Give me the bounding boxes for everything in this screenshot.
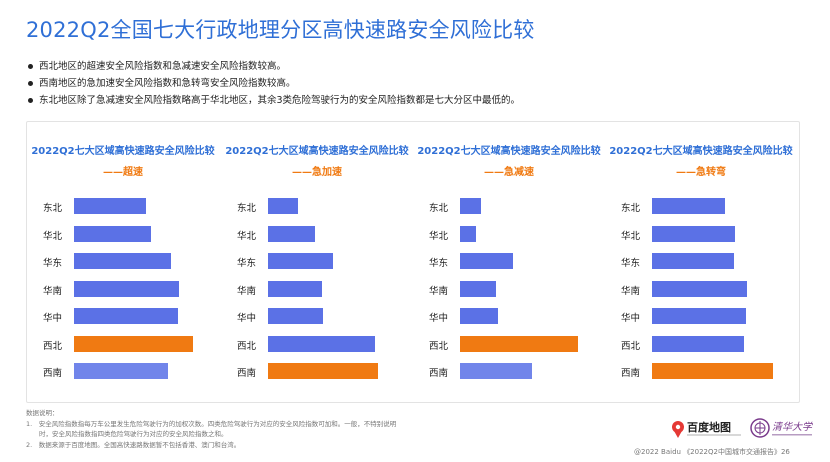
bullet-list: 西北地区的超速安全风险指数和急减速安全风险指数较高。 西南地区的急加速安全风险指… [28,58,520,109]
category-label-south: 华南 [620,285,640,297]
category-label-southwest: 西南 [620,368,640,379]
category-label-northeast: 东北 [236,203,256,214]
bar-southwest [268,363,379,379]
logo-area: 百度地图 清华大学 [670,416,822,442]
tsinghua-name: 清华大学 [772,421,813,433]
chart-subtitle: ——急减速 [484,167,534,178]
bar-south [460,280,497,297]
chart-subtitle: ——超速 [103,167,143,178]
bar-central [268,308,324,324]
chart-sharp-turn: 2022Q2七大区域高快速路安全风险比较 ——急转弯 东北华北华东华南华中西北西… [606,126,796,396]
bar-central [74,308,178,324]
bar-north [460,225,476,242]
bar-north [268,225,316,242]
bar-south [268,280,323,297]
category-label-central: 华中 [620,313,640,324]
category-label-north: 华北 [236,230,256,242]
category-label-central: 华中 [236,313,256,324]
notes-line: 1. 安全风险指数指每万车公里发生危险驾驶行为的加权次数。四类危险驾驶行为对应的… [26,419,397,428]
bar-central [652,308,746,324]
bar-northwest [74,335,194,352]
chart-speeding: 2022Q2七大区域高快速路安全风险比较 ——超速 东北华北华东华南华中西北西南 [28,126,218,396]
bar-northeast [74,198,147,214]
category-label-central: 华中 [42,313,62,324]
notes-line: 2. 数据来源于百度地图。全国高快速路数据暂不包括香港、澳门和台湾。 [26,440,241,449]
chart-subtitle: ——急加速 [292,167,342,178]
notes-line: 时，安全风险指数指四类危险驾驶行为对应的安全风险指数之和。 [26,430,228,438]
category-label-north: 华北 [428,230,448,242]
bar-northwest [460,335,579,352]
bar-east [652,253,735,269]
bar-south [74,280,179,297]
bar-north [652,225,736,242]
baidu-map-logo: 百度地图 [672,420,741,438]
bullet-item: 西北地区的超速安全风险指数和急减速安全风险指数较高。 [28,58,520,75]
page-title: 2022Q2全国七大行政地理分区高快速路安全风险比较 [26,18,535,42]
category-label-northwest: 西北 [42,340,62,352]
chart-title: 2022Q2七大区域高快速路安全风险比较 [225,146,409,157]
category-label-south: 华南 [42,285,62,297]
category-label-northwest: 西北 [428,340,448,352]
bar-southwest [460,363,533,379]
category-label-northeast: 东北 [42,203,62,214]
category-label-north: 华北 [42,230,62,242]
category-label-east: 华东 [42,258,62,269]
category-label-north: 华北 [620,230,640,242]
bar-east [74,253,171,269]
category-label-southwest: 西南 [236,368,256,379]
baidu-map-name: 百度地图 [687,420,731,434]
category-label-east: 华东 [236,258,256,269]
category-label-northwest: 西北 [620,340,640,352]
tsinghua-logo: 清华大学 [750,418,813,438]
copyright: @2022 Baidu 《2022Q2中国城市交通报告》26 [634,448,790,456]
bar-southwest [74,363,168,379]
bar-east [460,253,513,269]
category-label-east: 华东 [428,258,448,269]
category-label-northeast: 东北 [428,203,448,214]
bullet-item: 西南地区的急加速安全风险指数和急转弯安全风险指数较高。 [28,75,520,92]
chart-title: 2022Q2七大区域高快速路安全风险比较 [417,146,601,157]
data-notes: 数据说明： 1. 安全风险指数指每万车公里发生危险驾驶行为的加权次数。四类危险驾… [26,408,396,450]
category-label-central: 华中 [428,313,448,324]
category-label-northwest: 西北 [236,340,256,352]
category-label-southwest: 西南 [428,368,448,379]
chart-rapid-acceleration: 2022Q2七大区域高快速路安全风险比较 ——急加速 东北华北华东华南华中西北西… [222,126,412,396]
bar-northeast [268,198,299,214]
bar-east [268,253,334,269]
category-label-southwest: 西南 [42,368,62,379]
bar-northwest [652,335,745,352]
bar-south [652,280,747,297]
bar-northeast [652,198,726,214]
notes-heading: 数据说明： [26,409,59,417]
chart-subtitle: ——急转弯 [676,167,726,178]
bar-north [74,225,151,242]
chart-title: 2022Q2七大区域高快速路安全风险比较 [609,146,793,157]
bar-northwest [268,335,376,352]
chart-panel [26,121,800,403]
category-label-south: 华南 [236,285,256,297]
chart-rapid-deceleration: 2022Q2七大区域高快速路安全风险比较 ——急减速 东北华北华东华南华中西北西… [414,126,604,396]
category-label-south: 华南 [428,285,448,297]
category-label-northeast: 东北 [620,203,640,214]
bullet-item: 东北地区除了急减速安全风险指数略高于华北地区，其余3类危险驾驶行为的安全风险指数… [28,92,520,109]
bar-central [460,308,499,324]
chart-title: 2022Q2七大区域高快速路安全风险比较 [31,146,215,157]
category-label-east: 华东 [620,258,640,269]
bar-northeast [460,198,482,214]
bar-southwest [652,363,773,379]
